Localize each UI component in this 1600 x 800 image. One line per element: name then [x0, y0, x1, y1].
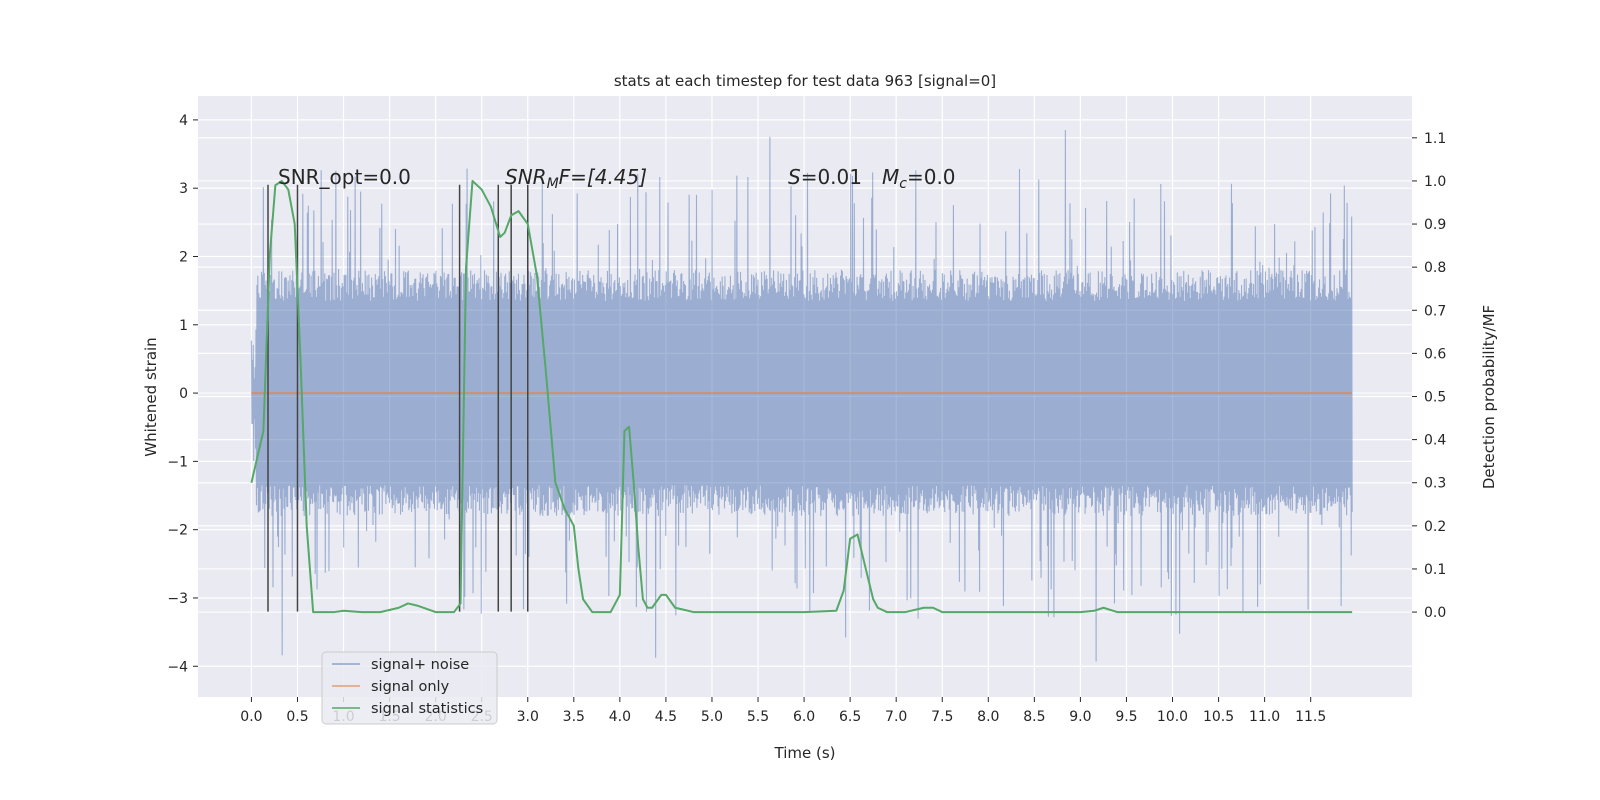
- y2-tick-label-0: 0.0: [1424, 605, 1446, 621]
- x-tick-label-15: 7.5: [931, 709, 953, 725]
- x-tick-label-10: 5.0: [701, 709, 723, 725]
- annotation-mc-main: M: [882, 165, 899, 189]
- legend-label-signal-statistics: signal statistics: [371, 701, 483, 717]
- y-tick-label-2: −2: [167, 523, 188, 539]
- y2-tick-label-4: 0.4: [1424, 433, 1446, 449]
- x-tick-label-17: 8.5: [1023, 709, 1045, 725]
- chart-title: stats at each timestep for test data 963…: [614, 72, 996, 90]
- y-axis-label: Whitened strain: [142, 337, 160, 456]
- legend: signal+ noise signal only signal statist…: [321, 651, 498, 725]
- x-tick-label-12: 6.0: [793, 709, 815, 725]
- x-tick-label-13: 6.5: [839, 709, 861, 725]
- legend-label-signal-only: signal only: [371, 679, 450, 695]
- y2-tick-label-6: 0.6: [1424, 346, 1446, 362]
- y-tick-label-6: 2: [179, 249, 188, 265]
- x-tick-label-0: 0.0: [240, 709, 262, 725]
- annotation-mc: Mc=0.0: [882, 165, 956, 192]
- y2-tick-label-10: 1.0: [1424, 174, 1446, 190]
- annotation-snr-opt: SNR_opt=0.0: [278, 165, 411, 189]
- y2-tick-label-2: 0.2: [1424, 519, 1446, 535]
- series-signal-noise: [250, 129, 1353, 662]
- annotation-s-main: S: [788, 165, 801, 189]
- noise-trace: [250, 129, 1353, 662]
- y-tick-label-7: 3: [179, 181, 188, 197]
- x-tick-label-8: 4.0: [609, 709, 631, 725]
- y-tick-label-3: −1: [167, 454, 188, 470]
- y2-axis-ticks: 0.0 0.1 0.2 0.3 0.4 0.5 0.6 0.7 0.8 0.9 1.0 1.1: [1412, 131, 1446, 621]
- x-tick-label-7: 3.5: [563, 709, 585, 725]
- y-axis-ticks: −4 −3 −2 −1 0 1 2 3 4: [167, 113, 198, 675]
- y-tick-label-5: 1: [179, 318, 188, 334]
- y2-tick-label-1: 0.1: [1424, 562, 1446, 578]
- annotation-s: S=0.01: [788, 165, 862, 189]
- y2-tick-label-5: 0.5: [1424, 390, 1446, 406]
- legend-box: [321, 651, 498, 725]
- x-tick-label-22: 11.0: [1249, 709, 1280, 725]
- signal-statistics-line: [250, 179, 1353, 614]
- x-tick-label-16: 8.0: [977, 709, 999, 725]
- annotation-s-rest: =0.01: [801, 165, 862, 189]
- x-tick-label-19: 9.5: [1115, 709, 1137, 725]
- y2-tick-label-11: 1.1: [1424, 131, 1446, 147]
- x-tick-label-18: 9.0: [1069, 709, 1091, 725]
- x-tick-label-14: 7.0: [885, 709, 907, 725]
- annotation-snr-mf: SNRMF=[4.45]: [505, 165, 647, 192]
- annotation-mc-sub: c: [899, 176, 907, 192]
- annotation-snr-mf-rest: F=[4.45]: [559, 165, 647, 189]
- x-tick-label-23: 11.5: [1295, 709, 1326, 725]
- annotation-snr-mf-sub: M: [547, 176, 559, 192]
- x-tick-label-1: 0.5: [286, 709, 308, 725]
- y-tick-label-0: −4: [167, 659, 188, 675]
- y-tick-label-1: −3: [167, 591, 188, 607]
- x-axis-label: Time (s): [774, 744, 836, 762]
- y-tick-label-4: 0: [179, 386, 188, 402]
- annotation-mc-rest: =0.0: [907, 165, 956, 189]
- vertical-markers: [267, 184, 529, 612]
- x-tick-label-21: 10.5: [1203, 709, 1234, 725]
- y-tick-label-8: 4: [179, 113, 188, 129]
- x-tick-label-11: 5.5: [747, 709, 769, 725]
- y2-tick-label-8: 0.8: [1424, 260, 1446, 276]
- y2-tick-label-7: 0.7: [1424, 303, 1446, 319]
- annotation-snr-mf-main: SNR: [505, 165, 547, 189]
- x-tick-label-9: 4.5: [655, 709, 677, 725]
- y2-tick-label-3: 0.3: [1424, 476, 1446, 492]
- series-signal-statistics: [250, 179, 1353, 614]
- y2-tick-label-9: 0.9: [1424, 217, 1446, 233]
- x-tick-label-6: 3.0: [517, 709, 539, 725]
- annotation-snr-mf-rest-text: F=[4.45]: [559, 165, 647, 189]
- x-tick-label-20: 10.0: [1157, 709, 1188, 725]
- legend-label-signal-noise: signal+ noise: [371, 657, 469, 673]
- y2-axis-label: Detection probability/MF: [1480, 305, 1498, 489]
